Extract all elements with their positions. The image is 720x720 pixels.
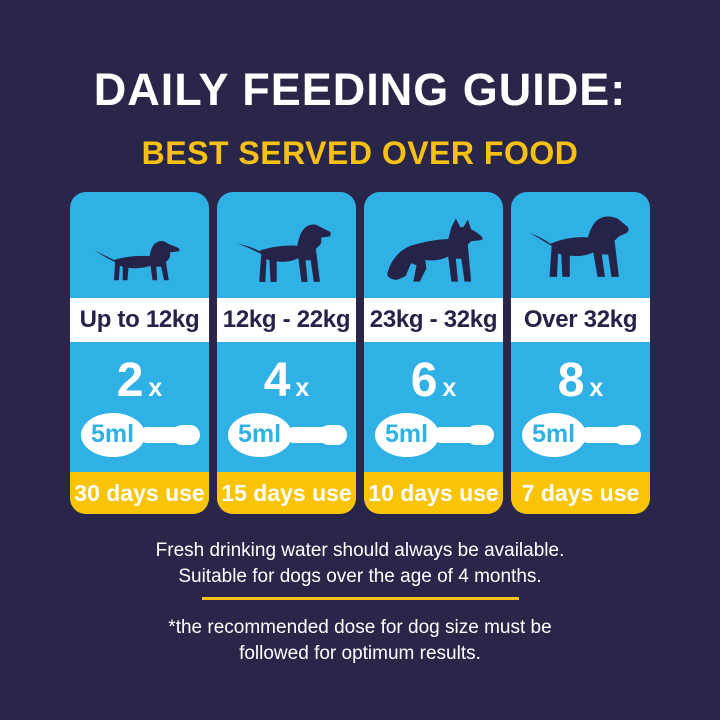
spoon-volume-label: 5ml [384, 420, 429, 448]
spoon-bowl: 5ml [521, 412, 586, 457]
advice-line-1: Fresh drinking water should always be av… [155, 540, 565, 561]
spoon-handle [138, 424, 200, 445]
dose-multiplier: x [589, 373, 604, 402]
measuring-spoon-icon: 5ml [374, 412, 494, 458]
spoon-bowl: 5ml [80, 412, 145, 457]
dose-area: 6 x 5ml [364, 342, 503, 472]
dose-count-line: 4 x [263, 353, 310, 407]
spoon-handle [285, 424, 347, 445]
feeding-card-small-dog: Up to 12kg 2 x 5ml 30 days use [70, 192, 209, 514]
dose-multiplier: x [148, 373, 163, 402]
dose-count: 4 [263, 353, 291, 407]
labrador-dog-icon [237, 224, 331, 282]
measuring-spoon-icon: 5ml [227, 412, 347, 458]
weight-range-label: Up to 12kg [70, 298, 209, 342]
disclaimer-line-1: *the recommended dose for dog size must … [168, 617, 552, 638]
dose-count: 8 [557, 353, 585, 407]
large-dog-icon [528, 216, 629, 277]
spoon-handle [432, 424, 494, 445]
dose-multiplier: x [295, 373, 310, 402]
measuring-spoon-icon: 5ml [521, 412, 641, 458]
water-and-age-advice: Fresh drinking water should always be av… [0, 538, 720, 590]
duration-label: 10 days use [364, 472, 503, 514]
dog-icon-area [364, 192, 503, 298]
spoon-bowl: 5ml [227, 412, 292, 457]
dog-icon-area [70, 192, 209, 298]
dose-count-line: 2 x [116, 353, 163, 407]
measuring-spoon-icon: 5ml [80, 412, 200, 458]
dog-icon-area [511, 192, 650, 298]
feeding-guide-cards: Up to 12kg 2 x 5ml 30 days use 12kg - 22… [70, 192, 650, 514]
dose-count-line: 8 x [557, 353, 604, 407]
feeding-card-extra-large-dog: Over 32kg 8 x 5ml 7 days use [511, 192, 650, 514]
feeding-card-medium-dog: 12kg - 22kg 4 x 5ml 15 days use [217, 192, 356, 514]
disclaimer-line-2: followed for optimum results. [239, 643, 481, 664]
divider [202, 597, 519, 600]
dose-count-line: 6 x [410, 353, 457, 407]
dog-icon-area [217, 192, 356, 298]
dose-area: 2 x 5ml [70, 342, 209, 472]
duration-label: 15 days use [217, 472, 356, 514]
german-shepherd-dog-icon [386, 218, 483, 282]
weight-range-label: 12kg - 22kg [217, 298, 356, 342]
spoon-volume-label: 5ml [531, 420, 576, 448]
dachshund-dog-icon [94, 241, 179, 281]
weight-range-label: 23kg - 32kg [364, 298, 503, 342]
spoon-handle [579, 424, 641, 445]
spoon-volume-label: 5ml [237, 420, 282, 448]
dose-multiplier: x [442, 373, 457, 402]
dose-area: 8 x 5ml [511, 342, 650, 472]
duration-label: 30 days use [70, 472, 209, 514]
duration-label: 7 days use [511, 472, 650, 514]
dose-area: 4 x 5ml [217, 342, 356, 472]
feeding-card-large-dog: 23kg - 32kg 6 x 5ml 10 days use [364, 192, 503, 514]
dose-count: 2 [116, 353, 144, 407]
advice-line-2: Suitable for dogs over the age of 4 mont… [178, 566, 542, 587]
page-title: DAILY FEEDING GUIDE: [93, 64, 627, 115]
weight-range-label: Over 32kg [511, 298, 650, 342]
dose-count: 6 [410, 353, 438, 407]
spoon-bowl: 5ml [374, 412, 439, 457]
dose-disclaimer: *the recommended dose for dog size must … [0, 615, 720, 667]
page-subtitle: BEST SERVED OVER FOOD [141, 135, 579, 171]
spoon-volume-label: 5ml [90, 420, 135, 448]
